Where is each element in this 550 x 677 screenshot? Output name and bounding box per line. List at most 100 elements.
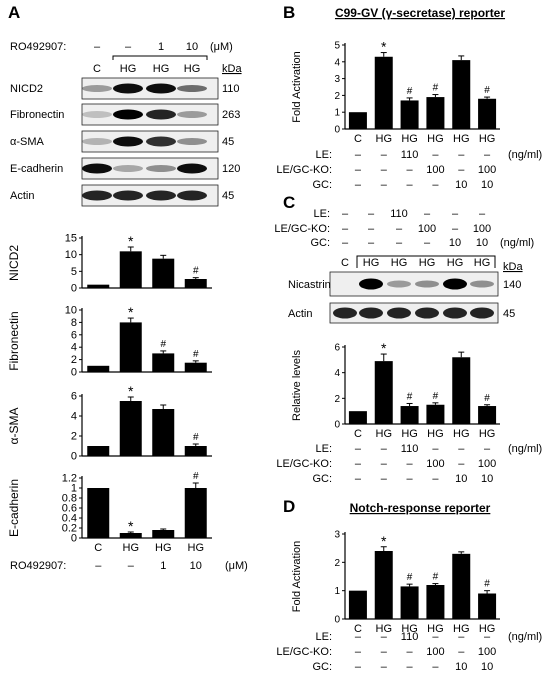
bar <box>400 586 419 619</box>
panel-c-row-value: – <box>432 443 439 455</box>
bar <box>452 553 471 619</box>
blot-band <box>113 83 143 94</box>
bar <box>119 533 142 538</box>
panel-c-row-value: 100 <box>478 458 496 470</box>
significance-star: * <box>381 533 387 549</box>
bar <box>152 353 175 372</box>
y-axis-label: Fibronectin <box>7 311 21 370</box>
bar <box>452 357 471 424</box>
y-tick-label: 0.2 <box>62 523 77 535</box>
bar <box>348 590 367 619</box>
y-axis-label: E-cadherin <box>7 479 21 537</box>
treatment-value: 100 <box>418 223 436 235</box>
bar <box>374 361 393 424</box>
panel-d-row-unit: (ng/ml) <box>508 631 542 643</box>
bar <box>426 585 445 619</box>
blot-band <box>82 111 112 118</box>
significance-star: * <box>128 383 134 399</box>
panel-d-row-value: – <box>407 661 414 673</box>
y-tick-label: 15 <box>65 233 77 245</box>
bar <box>87 488 110 538</box>
panel-b-title: C99-GV (γ-secretase) reporter <box>335 6 505 20</box>
treatment-unit: (ng/ml) <box>500 237 534 249</box>
kda-label: kDa <box>503 261 523 273</box>
lane-label: HG <box>153 63 170 75</box>
category-label: HG <box>453 623 470 635</box>
panel-b-row-label: LE/GC-KO: <box>276 164 332 176</box>
panel-d-row-label: GC: <box>312 661 332 673</box>
y-tick-label: 1 <box>71 483 77 495</box>
y-axis-label: α-SMA <box>7 408 21 445</box>
y-tick-label: 0 <box>71 283 77 295</box>
lane-bracket <box>112 55 208 60</box>
panel-d-row-value: – <box>432 631 439 643</box>
bar <box>426 404 445 424</box>
y-tick-label: 0.4 <box>62 513 77 525</box>
panel-b-row-value: 110 <box>401 149 419 161</box>
y-tick-label: 0 <box>334 420 340 431</box>
panel-b-row-value: – <box>355 164 362 176</box>
treatment-value: – <box>479 208 486 220</box>
significance-hash: # <box>433 83 439 94</box>
blot-band <box>177 85 207 92</box>
blot-4: Actin 45 <box>10 184 234 207</box>
blot-kda: 45 <box>503 308 515 320</box>
blot-0: NICD2 110 <box>10 77 240 100</box>
panel-b-row-value: 10 <box>481 179 493 191</box>
panel-b-row-value: – <box>458 164 465 176</box>
y-tick-label: 8 <box>71 317 77 329</box>
blot-band <box>177 163 207 174</box>
panel-d-row-value: – <box>381 661 388 673</box>
blot-label: Actin <box>10 190 34 202</box>
significance-star: * <box>128 233 134 249</box>
dose-value: 10 <box>186 41 198 53</box>
significance-hash: # <box>484 579 490 590</box>
blot-label: α-SMA <box>10 136 45 148</box>
blot-band <box>177 138 207 145</box>
blot-band <box>333 307 357 319</box>
bar <box>152 409 175 456</box>
lane-label: HG <box>447 257 464 269</box>
bar <box>348 411 367 424</box>
y-tick-label: 6 <box>71 329 77 341</box>
treatment-value: – <box>424 208 431 220</box>
kda-label: kDa <box>222 63 242 75</box>
bar <box>184 362 207 372</box>
bar <box>452 60 471 130</box>
dose-value: – <box>125 41 132 53</box>
significance-hash: # <box>407 572 413 583</box>
panel-b-row-value: – <box>458 149 465 161</box>
category-label: HG <box>401 428 418 440</box>
y-tick-label: 1 <box>334 586 340 597</box>
blot-strip <box>329 271 499 297</box>
category-label: HG <box>123 542 140 554</box>
panel-c-row-value: – <box>355 458 362 470</box>
bar <box>184 488 207 538</box>
blot-kda: 110 <box>222 83 240 95</box>
y-tick-label: 3 <box>334 530 340 541</box>
category-label: HG <box>401 133 418 145</box>
chart-a-ecadherin: 00.20.40.60.811.2 E-cadherin * # C HG HG HG <box>7 471 212 554</box>
panel-b-row-label: GC: <box>312 179 332 191</box>
blot-1: Actin 45 <box>288 302 515 324</box>
panel-b-row-value: – <box>432 179 439 191</box>
y-tick-label: 2 <box>71 431 77 443</box>
category-label: HG <box>479 623 496 635</box>
y-tick-label: 2 <box>334 91 340 102</box>
panel-d-row-value: 100 <box>426 646 444 658</box>
category-label: HG <box>376 623 393 635</box>
y-tick-label: 0.8 <box>62 493 77 505</box>
panel-b-row-unit: (ng/ml) <box>508 149 542 161</box>
bar <box>152 258 175 288</box>
blot-band <box>177 111 207 118</box>
chart-a-nicd2: 0 5 10 15 NICD2 * # <box>7 233 212 295</box>
treatment-value: – <box>368 237 375 249</box>
blot-band <box>82 85 112 92</box>
bar <box>184 446 207 456</box>
chart-a-asma: 0 2 4 6 α-SMA * # <box>7 383 212 463</box>
blot-band <box>359 278 383 290</box>
bar <box>400 100 419 129</box>
blot-band <box>113 165 143 172</box>
y-tick-label: 2 <box>71 354 77 366</box>
